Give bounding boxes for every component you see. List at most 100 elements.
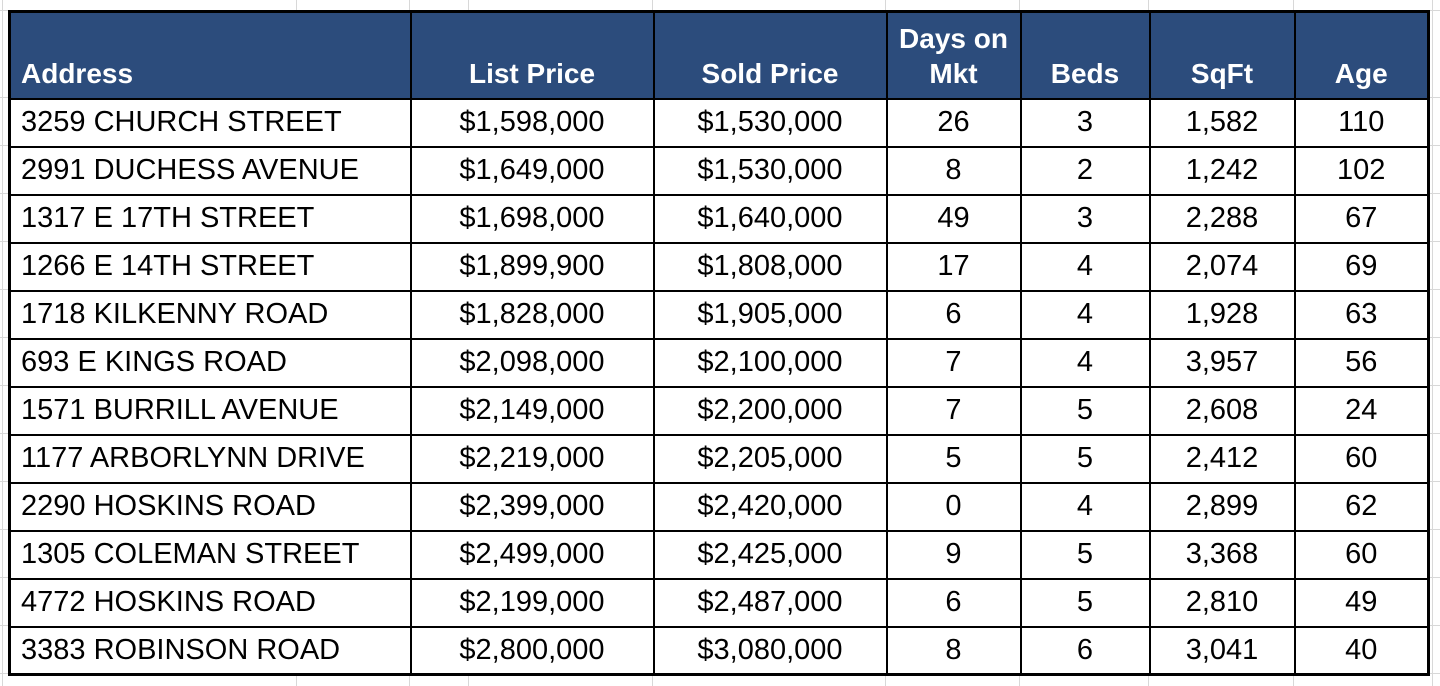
cell-age[interactable]: 102 — [1293, 145, 1430, 196]
table-row: 2290 HOSKINS ROAD $2,399,000 $2,420,000 … — [8, 481, 1430, 532]
cell-sqft[interactable]: 1,582 — [1148, 97, 1296, 148]
cell-age[interactable]: 69 — [1293, 241, 1430, 292]
cell-days-on-mkt[interactable]: 7 — [885, 385, 1022, 436]
column-header-sqft[interactable]: SqFt — [1148, 10, 1296, 100]
cell-address[interactable]: 1317 E 17TH STREET — [8, 193, 412, 244]
cell-sqft[interactable]: 3,957 — [1148, 337, 1296, 388]
table-row: 4772 HOSKINS ROAD $2,199,000 $2,487,000 … — [8, 577, 1430, 628]
cell-beds[interactable]: 4 — [1019, 289, 1151, 340]
column-header-beds[interactable]: Beds — [1019, 10, 1151, 100]
cell-list-price[interactable]: $1,698,000 — [409, 193, 655, 244]
cell-address[interactable]: 4772 HOSKINS ROAD — [8, 577, 412, 628]
cell-beds[interactable]: 3 — [1019, 193, 1151, 244]
cell-list-price[interactable]: $1,899,900 — [409, 241, 655, 292]
cell-beds[interactable]: 3 — [1019, 97, 1151, 148]
cell-sqft[interactable]: 3,368 — [1148, 529, 1296, 580]
cell-sold-price[interactable]: $1,808,000 — [652, 241, 888, 292]
cell-sold-price[interactable]: $1,530,000 — [652, 145, 888, 196]
cell-sold-price[interactable]: $2,205,000 — [652, 433, 888, 484]
cell-age[interactable]: 49 — [1293, 577, 1430, 628]
cell-sold-price[interactable]: $2,420,000 — [652, 481, 888, 532]
table-row: 3383 ROBINSON ROAD $2,800,000 $3,080,000… — [8, 625, 1430, 676]
cell-age[interactable]: 62 — [1293, 481, 1430, 532]
cell-address[interactable]: 3383 ROBINSON ROAD — [8, 625, 412, 676]
cell-beds[interactable]: 5 — [1019, 577, 1151, 628]
cell-address[interactable]: 1571 BURRILL AVENUE — [8, 385, 412, 436]
cell-address[interactable]: 2991 DUCHESS AVENUE — [8, 145, 412, 196]
cell-days-on-mkt[interactable]: 26 — [885, 97, 1022, 148]
cell-sold-price[interactable]: $1,905,000 — [652, 289, 888, 340]
cell-sqft[interactable]: 1,242 — [1148, 145, 1296, 196]
cell-beds[interactable]: 5 — [1019, 385, 1151, 436]
cell-list-price[interactable]: $1,649,000 — [409, 145, 655, 196]
cell-list-price[interactable]: $2,149,000 — [409, 385, 655, 436]
cell-sqft[interactable]: 2,412 — [1148, 433, 1296, 484]
cell-age[interactable]: 110 — [1293, 97, 1430, 148]
column-header-list-price[interactable]: List Price — [409, 10, 655, 100]
gridline — [2, 0, 3, 686]
cell-list-price[interactable]: $2,399,000 — [409, 481, 655, 532]
cell-sold-price[interactable]: $2,200,000 — [652, 385, 888, 436]
cell-sold-price[interactable]: $3,080,000 — [652, 625, 888, 676]
cell-days-on-mkt[interactable]: 8 — [885, 625, 1022, 676]
cell-beds[interactable]: 6 — [1019, 625, 1151, 676]
cell-address[interactable]: 1177 ARBORLYNN DRIVE — [8, 433, 412, 484]
table-row: 1571 BURRILL AVENUE $2,149,000 $2,200,00… — [8, 385, 1430, 436]
column-header-sold-price[interactable]: Sold Price — [652, 10, 888, 100]
cell-list-price[interactable]: $2,219,000 — [409, 433, 655, 484]
cell-sqft[interactable]: 3,041 — [1148, 625, 1296, 676]
cell-sold-price[interactable]: $2,425,000 — [652, 529, 888, 580]
column-header-age[interactable]: Age — [1293, 10, 1430, 100]
cell-beds[interactable]: 4 — [1019, 337, 1151, 388]
cell-days-on-mkt[interactable]: 7 — [885, 337, 1022, 388]
cell-days-on-mkt[interactable]: 0 — [885, 481, 1022, 532]
cell-address[interactable]: 1266 E 14TH STREET — [8, 241, 412, 292]
cell-days-on-mkt[interactable]: 9 — [885, 529, 1022, 580]
cell-age[interactable]: 40 — [1293, 625, 1430, 676]
cell-list-price[interactable]: $2,499,000 — [409, 529, 655, 580]
cell-days-on-mkt[interactable]: 5 — [885, 433, 1022, 484]
cell-sqft[interactable]: 1,928 — [1148, 289, 1296, 340]
cell-sold-price[interactable]: $2,487,000 — [652, 577, 888, 628]
cell-sqft[interactable]: 2,288 — [1148, 193, 1296, 244]
cell-list-price[interactable]: $1,598,000 — [409, 97, 655, 148]
cell-address[interactable]: 1305 COLEMAN STREET — [8, 529, 412, 580]
cell-days-on-mkt[interactable]: 6 — [885, 289, 1022, 340]
gridline — [1432, 0, 1433, 686]
cell-sold-price[interactable]: $1,640,000 — [652, 193, 888, 244]
cell-age[interactable]: 60 — [1293, 529, 1430, 580]
column-header-days-on-mkt[interactable]: Days on Mkt — [885, 10, 1022, 100]
cell-sqft[interactable]: 2,608 — [1148, 385, 1296, 436]
cell-beds[interactable]: 4 — [1019, 481, 1151, 532]
header-row: Address List Price Sold Price Days on Mk… — [8, 10, 1430, 100]
cell-beds[interactable]: 4 — [1019, 241, 1151, 292]
cell-list-price[interactable]: $2,098,000 — [409, 337, 655, 388]
cell-list-price[interactable]: $2,800,000 — [409, 625, 655, 676]
cell-days-on-mkt[interactable]: 8 — [885, 145, 1022, 196]
cell-days-on-mkt[interactable]: 6 — [885, 577, 1022, 628]
cell-beds[interactable]: 5 — [1019, 433, 1151, 484]
cell-sqft[interactable]: 2,074 — [1148, 241, 1296, 292]
column-header-address[interactable]: Address — [8, 10, 412, 100]
cell-list-price[interactable]: $2,199,000 — [409, 577, 655, 628]
cell-beds[interactable]: 5 — [1019, 529, 1151, 580]
cell-address[interactable]: 1718 KILKENNY ROAD — [8, 289, 412, 340]
cell-age[interactable]: 24 — [1293, 385, 1430, 436]
cell-sold-price[interactable]: $2,100,000 — [652, 337, 888, 388]
cell-days-on-mkt[interactable]: 17 — [885, 241, 1022, 292]
cell-age[interactable]: 67 — [1293, 193, 1430, 244]
comps-table: Address List Price Sold Price Days on Mk… — [8, 10, 1430, 676]
cell-age[interactable]: 56 — [1293, 337, 1430, 388]
cell-days-on-mkt[interactable]: 49 — [885, 193, 1022, 244]
cell-sqft[interactable]: 2,810 — [1148, 577, 1296, 628]
cell-age[interactable]: 63 — [1293, 289, 1430, 340]
cell-sqft[interactable]: 2,899 — [1148, 481, 1296, 532]
cell-address[interactable]: 3259 CHURCH STREET — [8, 97, 412, 148]
cell-beds[interactable]: 2 — [1019, 145, 1151, 196]
cell-list-price[interactable]: $1,828,000 — [409, 289, 655, 340]
cell-address[interactable]: 2290 HOSKINS ROAD — [8, 481, 412, 532]
cell-age[interactable]: 60 — [1293, 433, 1430, 484]
cell-sold-price[interactable]: $1,530,000 — [652, 97, 888, 148]
cell-address[interactable]: 693 E KINGS ROAD — [8, 337, 412, 388]
